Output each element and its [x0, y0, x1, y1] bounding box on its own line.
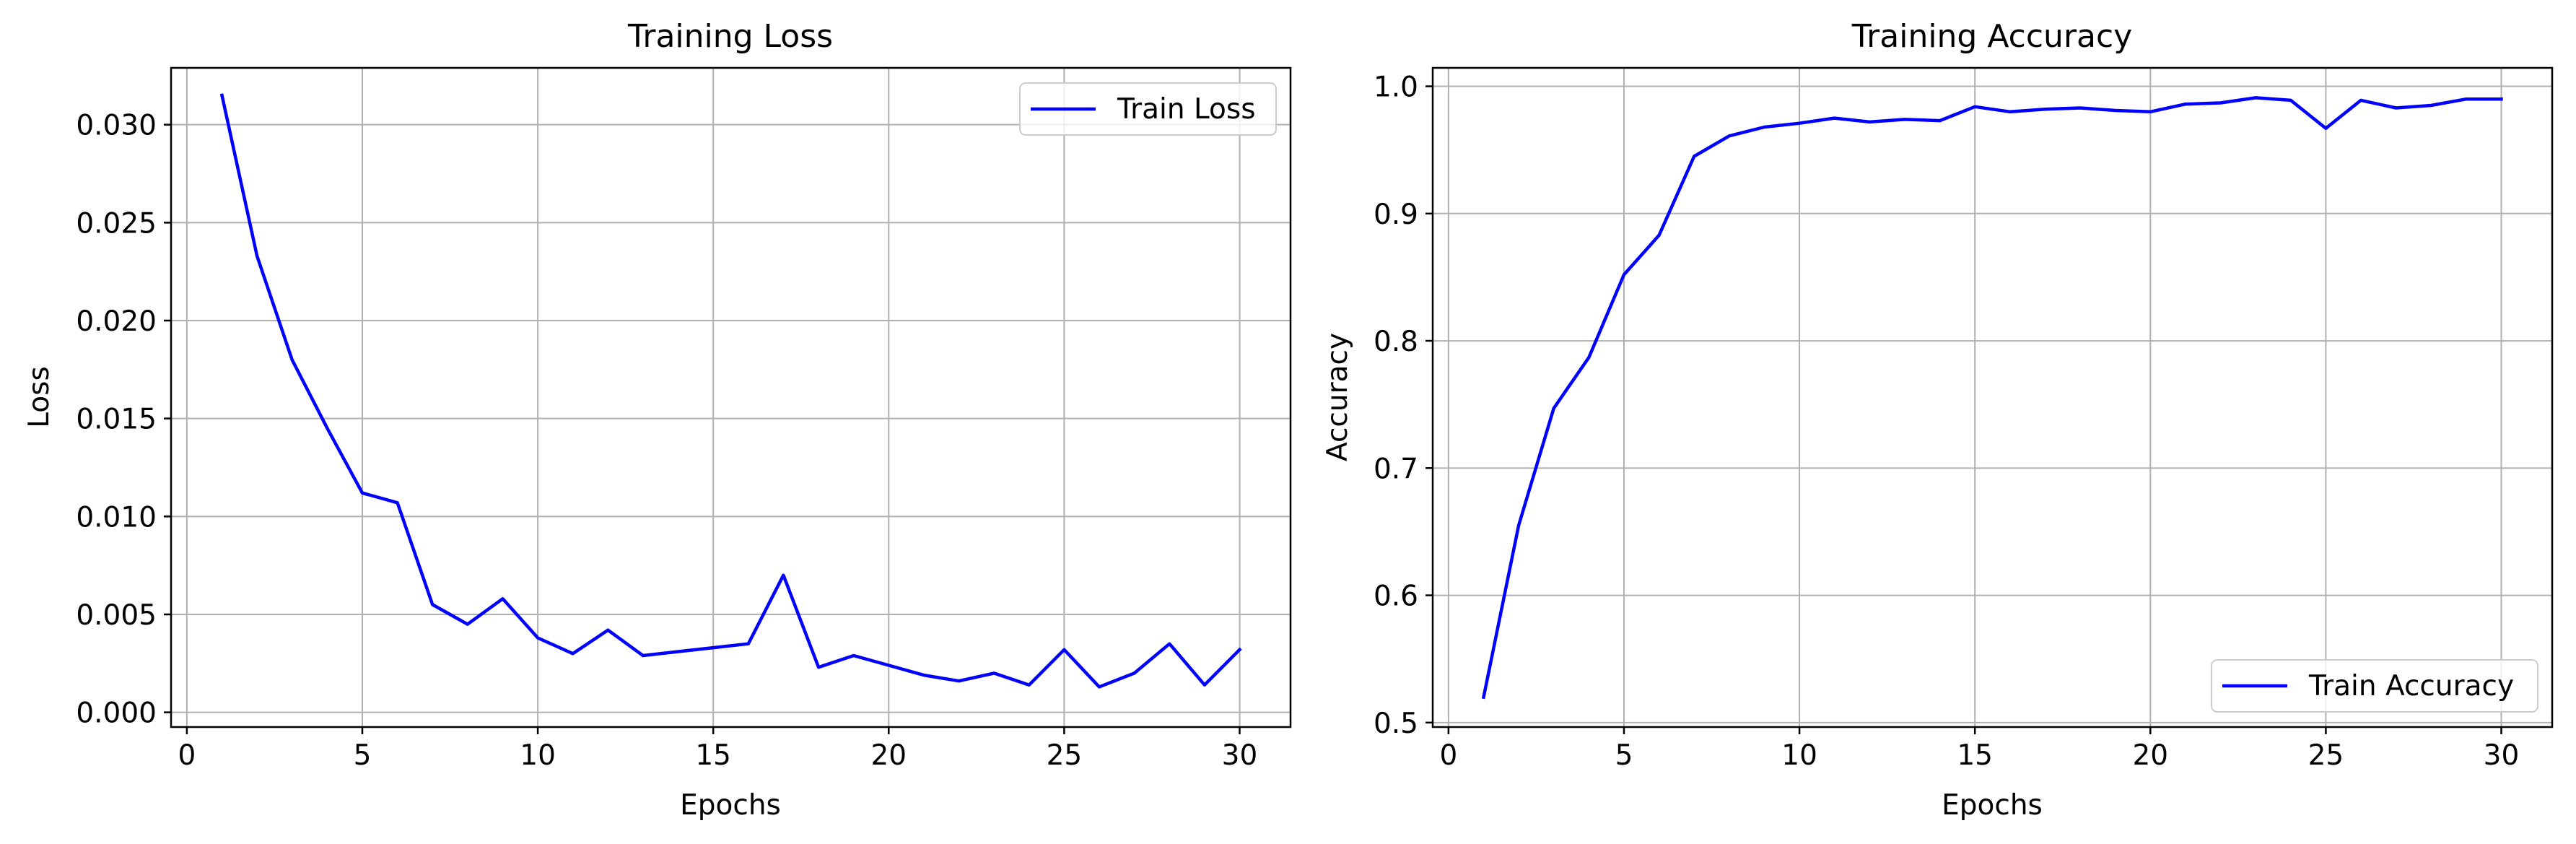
accuracy-x-tick-label: 15	[1957, 739, 1993, 772]
loss-x-axis-label: Epochs	[680, 789, 781, 822]
accuracy-y-tick-label: 0.8	[1374, 326, 1418, 358]
accuracy-axes-frame	[1431, 66, 2554, 728]
loss-y-tick-label: 0.010	[76, 501, 157, 534]
loss-x-tick-label: 25	[1047, 739, 1083, 772]
loss-legend-box	[1019, 82, 1277, 136]
loss-y-tick-label: 0.005	[76, 599, 157, 632]
loss-y-tick-label: 0.000	[76, 697, 157, 730]
loss-y-tick-label: 0.025	[76, 207, 157, 240]
accuracy-panel: 0 5 10 15 20 25 30 0.5 0.6 0.7 0.8 0.9 1.0 Training…	[1322, 18, 2554, 822]
accuracy-y-tick-label: 0.6	[1374, 580, 1418, 613]
loss-x-tick-label: 30	[1222, 739, 1258, 772]
loss-x-tick-label: 5	[354, 739, 372, 772]
accuracy-legend-box	[2211, 659, 2538, 713]
loss-x-tick-label: 0	[178, 739, 196, 772]
loss-plot-area	[171, 68, 1291, 727]
accuracy-legend-label: Train Accuracy	[2308, 670, 2514, 702]
accuracy-series	[1481, 96, 2503, 700]
loss-series-line	[219, 93, 1242, 689]
loss-series	[219, 93, 1242, 689]
loss-grid	[171, 68, 1291, 727]
loss-axes-frame	[170, 66, 1292, 728]
accuracy-y-ticks: 0.5 0.6 0.7 0.8 0.9 1.0	[1374, 71, 1433, 740]
accuracy-plot-area	[1433, 68, 2552, 727]
loss-x-ticks: 0 5 10 15 20 25 30	[178, 727, 1257, 772]
accuracy-x-tick-label: 5	[1615, 739, 1633, 772]
accuracy-x-tick-label: 30	[2484, 739, 2520, 772]
loss-panel: 0 5 10 15 20 25 30 0.0000.0050.0100.0150.0200.…	[23, 18, 1292, 822]
accuracy-x-tick-label: 0	[1439, 739, 1457, 772]
accuracy-series-line	[1481, 96, 2503, 700]
loss-y-tick-label: 0.020	[76, 305, 157, 338]
accuracy-x-tick-label: 10	[1781, 739, 1817, 772]
accuracy-grid	[1433, 68, 2552, 727]
loss-x-tick-label: 20	[870, 739, 907, 772]
accuracy-y-tick-label: 0.5	[1374, 708, 1418, 740]
loss-x-tick-label: 15	[695, 739, 731, 772]
loss-legend-label: Train Loss	[1117, 93, 1256, 126]
accuracy-y-tick-label: 0.7	[1374, 453, 1418, 485]
loss-y-tick-label: 0.015	[76, 404, 157, 436]
accuracy-legend: Train Accuracy	[2211, 659, 2538, 713]
loss-x-tick-label: 10	[520, 739, 556, 772]
accuracy-chart-title: Training Accuracy	[1851, 18, 2132, 55]
accuracy-y-tick-label: 1.0	[1374, 71, 1418, 104]
accuracy-y-tick-label: 0.9	[1374, 199, 1418, 231]
accuracy-x-axis-label: Epochs	[1942, 789, 2043, 822]
accuracy-y-axis-label: Accuracy	[1322, 333, 1354, 461]
loss-y-ticks: 0.000 0.005 0.010 0.015 0.020 0.025 0.030	[76, 110, 171, 730]
loss-y-tick-label: 0.030	[76, 110, 157, 142]
accuracy-x-tick-label: 20	[2132, 739, 2168, 772]
loss-y-axis-label: Loss	[23, 366, 56, 428]
accuracy-x-tick-label: 25	[2308, 739, 2344, 772]
accuracy-x-ticks: 0 5 10 15 20 25 30	[1439, 727, 2519, 772]
loss-chart-title: Training Loss	[627, 18, 833, 55]
loss-legend: Train Loss	[1019, 82, 1277, 136]
